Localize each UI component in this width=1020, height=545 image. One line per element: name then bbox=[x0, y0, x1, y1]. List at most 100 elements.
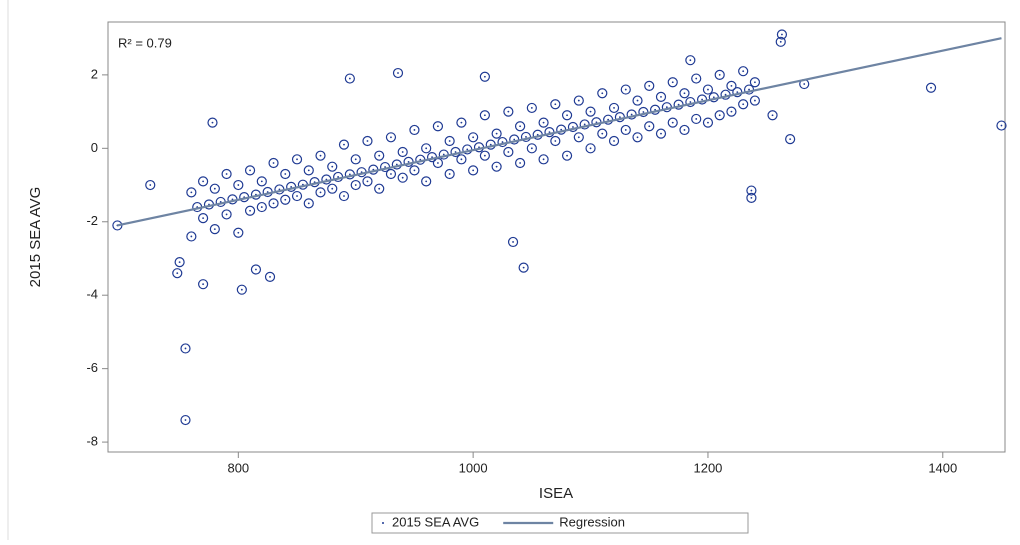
point-ring bbox=[767, 110, 778, 121]
point-ring bbox=[515, 157, 526, 169]
point-ring bbox=[362, 135, 373, 147]
point-ring bbox=[209, 183, 220, 194]
scatter-point bbox=[550, 99, 561, 110]
point-ring bbox=[749, 95, 761, 106]
point-ring bbox=[515, 121, 526, 132]
point-dot bbox=[260, 206, 263, 208]
scatter-point bbox=[327, 183, 338, 194]
scatter-point bbox=[291, 190, 303, 202]
point-dot bbox=[619, 116, 621, 119]
point-ring bbox=[726, 106, 737, 117]
point-dot bbox=[595, 121, 598, 124]
point-ring bbox=[573, 95, 584, 106]
point-dot bbox=[472, 169, 475, 172]
y-tick-label: 2 bbox=[91, 66, 98, 81]
scatter-point bbox=[479, 71, 490, 82]
y-axis-label: 2015 SEA AVG bbox=[27, 187, 44, 288]
plot-frame bbox=[107, 21, 1006, 453]
point-ring bbox=[180, 414, 191, 426]
scatter-point bbox=[303, 198, 314, 209]
point-ring bbox=[679, 88, 690, 99]
point-dot bbox=[671, 121, 674, 124]
point-dot bbox=[689, 101, 692, 103]
scatter-point bbox=[585, 106, 596, 117]
scatter-point bbox=[397, 172, 408, 183]
point-ring bbox=[221, 168, 232, 180]
point-ring bbox=[244, 205, 256, 216]
point-ring bbox=[776, 29, 788, 40]
point-ring bbox=[685, 55, 696, 66]
point-dot bbox=[413, 169, 416, 172]
y-tick-label: -2 bbox=[86, 213, 98, 228]
point-ring bbox=[350, 154, 361, 165]
point-dot bbox=[390, 173, 392, 175]
scatter-point bbox=[468, 165, 479, 176]
y-tick-label: -8 bbox=[86, 434, 98, 449]
scatter-point bbox=[573, 95, 584, 106]
point-dot bbox=[249, 209, 251, 212]
scatter-point bbox=[691, 113, 702, 125]
point-ring bbox=[374, 150, 385, 161]
point-ring bbox=[421, 176, 432, 187]
point-dot bbox=[624, 88, 627, 91]
point-dot bbox=[589, 110, 592, 113]
point-ring bbox=[644, 121, 655, 132]
scatter-point bbox=[667, 117, 678, 128]
point-ring bbox=[702, 84, 714, 95]
point-dot bbox=[566, 154, 568, 157]
scatter-point bbox=[180, 343, 191, 354]
legend-swatch bbox=[382, 522, 384, 524]
point-ring bbox=[374, 183, 385, 194]
point-ring bbox=[996, 120, 1007, 131]
scatter-point bbox=[526, 102, 537, 114]
point-dot bbox=[319, 191, 322, 194]
scatter-point bbox=[291, 154, 303, 165]
point-dot bbox=[495, 165, 498, 168]
point-dot bbox=[448, 173, 451, 175]
point-dot bbox=[366, 140, 369, 142]
scatter-point bbox=[444, 168, 455, 180]
point-dot bbox=[413, 129, 416, 131]
point-ring bbox=[174, 257, 185, 268]
scatter-point bbox=[644, 121, 655, 132]
point-dot bbox=[522, 266, 525, 269]
point-ring bbox=[746, 185, 757, 196]
point-dot bbox=[636, 136, 639, 139]
point-ring bbox=[597, 128, 608, 139]
point-ring bbox=[264, 271, 276, 282]
x-tick-label: 1200 bbox=[693, 460, 722, 475]
point-ring bbox=[244, 165, 256, 176]
scatter-point bbox=[244, 205, 256, 216]
scatter-point bbox=[350, 154, 361, 165]
point-ring bbox=[620, 124, 631, 136]
point-dot bbox=[730, 110, 733, 113]
point-dot bbox=[707, 88, 709, 91]
scatter-point bbox=[738, 99, 749, 110]
point-dot bbox=[240, 288, 243, 291]
point-dot bbox=[249, 169, 251, 172]
scatter-point bbox=[432, 157, 444, 169]
point-dot bbox=[607, 118, 610, 121]
scatter-point bbox=[996, 120, 1007, 131]
point-dot bbox=[530, 147, 533, 150]
scatter-point bbox=[679, 88, 690, 99]
scatter-point bbox=[550, 135, 561, 147]
point-ring bbox=[691, 73, 702, 84]
scatter-point bbox=[479, 110, 490, 121]
scatter-point bbox=[746, 192, 757, 203]
scatter-point bbox=[507, 236, 519, 248]
scatter-point bbox=[749, 77, 761, 88]
point-dot bbox=[554, 140, 557, 142]
point-dot bbox=[501, 141, 504, 143]
scatter-point bbox=[145, 179, 156, 191]
scatter-point bbox=[479, 150, 490, 161]
point-ring bbox=[385, 168, 397, 180]
scatter-point bbox=[685, 55, 696, 66]
point-ring bbox=[479, 110, 490, 121]
scatter-point bbox=[350, 179, 361, 191]
scatter-point bbox=[344, 73, 355, 84]
scatter-point bbox=[327, 161, 338, 172]
point-dot bbox=[577, 99, 580, 102]
